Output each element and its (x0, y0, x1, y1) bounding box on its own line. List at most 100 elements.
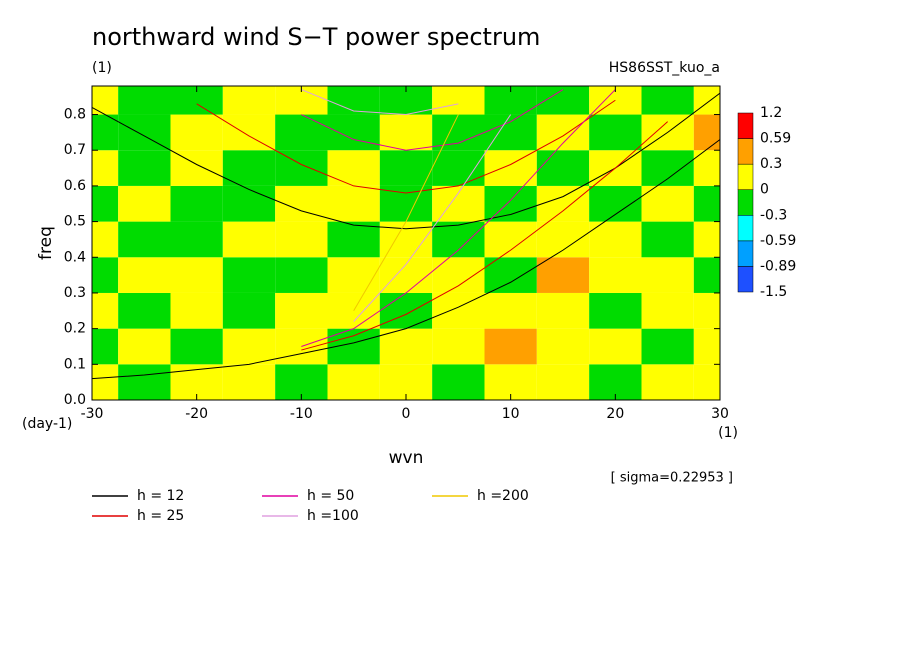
field-cell (589, 257, 642, 293)
colorbar-box (737, 266, 754, 293)
x-tick-label: -20 (185, 406, 208, 422)
x-tick-label: 0 (402, 406, 411, 422)
field-cell (484, 292, 537, 329)
colorbar-label: -0.3 (760, 207, 787, 223)
field-cell (275, 328, 328, 365)
field-cell (327, 114, 380, 151)
field-cell (92, 328, 119, 365)
field-cell (536, 364, 590, 400)
field-cell (118, 150, 171, 186)
field-cell (589, 86, 642, 115)
y-axis-label: freq (36, 226, 56, 260)
field-cell (641, 328, 694, 365)
field-cell (432, 150, 485, 186)
field-cell (222, 150, 276, 186)
x-axis-label: wvn (389, 448, 424, 468)
x-tick-label: -30 (81, 406, 104, 422)
field-cell (379, 257, 433, 293)
field-cell (484, 328, 537, 365)
dispersion-curve (301, 89, 616, 347)
field-cell (170, 150, 223, 186)
field-cell (589, 292, 642, 329)
field-cell (118, 364, 171, 400)
y-tick-label: 0.5 (64, 214, 86, 230)
field-cell (589, 185, 642, 222)
field-cell (536, 185, 590, 222)
field-cell (170, 257, 223, 293)
field-cell (589, 221, 642, 258)
dispersion-curve (301, 89, 564, 151)
colorbar-box (737, 240, 754, 267)
field-cell (379, 114, 433, 151)
field-cell (170, 292, 223, 329)
field-cell (92, 221, 119, 258)
colorbar-label: 0 (760, 182, 769, 198)
field-cell (536, 221, 590, 258)
field-cell (693, 328, 720, 365)
field-cell (432, 221, 485, 258)
field-cell (379, 86, 433, 115)
y-unit: (day-1) (22, 416, 72, 432)
run-label: HS86SST_kuo_a (609, 60, 720, 76)
field-cell (118, 114, 171, 151)
field-cell (118, 257, 171, 293)
x-unit: (1) (718, 425, 738, 441)
field-cell (432, 257, 485, 293)
field-cell (641, 150, 694, 186)
x-tick-label: -10 (290, 406, 313, 422)
field-cell (379, 292, 433, 329)
field-cell (327, 257, 380, 293)
y-tick-label: 0.7 (64, 142, 86, 158)
field-cell (484, 257, 537, 293)
x-tick-label: 20 (606, 406, 624, 422)
legend-label: h =100 (307, 508, 359, 524)
x-tick-label: 30 (711, 406, 729, 422)
y-tick-label: 0.2 (64, 321, 86, 337)
y-tick-label: 0.1 (64, 356, 86, 372)
field-cell (222, 328, 276, 365)
field-cell (641, 185, 694, 222)
field-cell (693, 114, 720, 151)
colorbar-label: -0.89 (760, 258, 796, 274)
field-cell (118, 86, 171, 115)
field-cell (693, 221, 720, 258)
field-cell (379, 150, 433, 186)
y-tick-label: 0.6 (64, 178, 86, 194)
dispersion-curve (301, 121, 668, 351)
field-cell (379, 328, 433, 365)
colorbar-box (737, 138, 754, 165)
field-cell (170, 185, 223, 222)
field-cell (693, 257, 720, 293)
field-cell (536, 257, 590, 293)
colorbar-label: -1.5 (760, 284, 787, 300)
colorbar-box (737, 163, 754, 190)
note: [ sigma=0.22953 ] (611, 471, 733, 486)
field-cell (92, 150, 119, 186)
dispersion-curve (353, 114, 459, 312)
field-cell (222, 257, 276, 293)
field-cell (275, 257, 328, 293)
field-cell (92, 257, 119, 293)
colorbar-label: -0.59 (760, 233, 796, 249)
field-cell (641, 257, 694, 293)
field-cell (118, 328, 171, 365)
y-tick-label: 0.0 (64, 392, 86, 408)
dispersion-curve (92, 139, 720, 380)
field-cell (484, 150, 537, 186)
field-cell (327, 364, 380, 400)
colorbar-label: 0.3 (760, 156, 782, 172)
field-cell (118, 221, 171, 258)
field-cell (432, 364, 485, 400)
colorbar-box (737, 215, 754, 242)
field-cell (432, 185, 485, 222)
field-cell (641, 221, 694, 258)
field-cell (589, 328, 642, 365)
chart-title: northward wind S−T power spectrum (92, 23, 540, 51)
field-cell (92, 364, 119, 400)
field-cell (589, 114, 642, 151)
field-cell (118, 185, 171, 222)
field-cell (275, 114, 328, 151)
y-tick-label: 0.4 (64, 249, 86, 265)
field-cell (536, 292, 590, 329)
